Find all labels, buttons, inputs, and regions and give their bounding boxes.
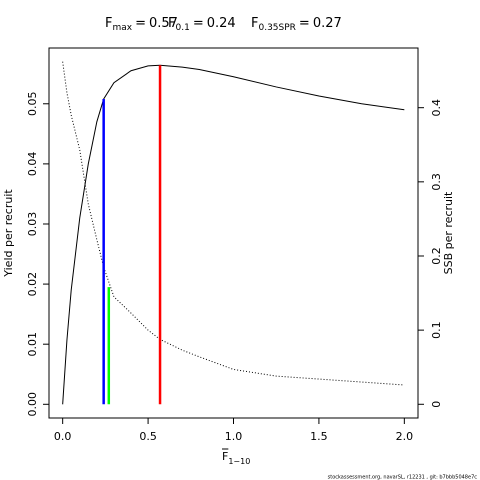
y-tick-label: 0.02 <box>26 272 39 297</box>
y2-tick-label: 0.3 <box>430 173 443 191</box>
x-tick-label: 0.5 <box>139 430 157 443</box>
x-label-subscript: 1−10 <box>228 457 250 466</box>
y-tick-label: 0.03 <box>26 212 39 237</box>
title-part: F0.1 = 0.24 <box>168 16 236 33</box>
x-tick-label: 1.5 <box>310 430 328 443</box>
title-part: F0.35SPR = 0.27 <box>251 16 342 33</box>
y-axis-label: Yield per recruit <box>2 189 15 278</box>
x-tick-label: 0.0 <box>54 430 72 443</box>
title-subscript: max <box>112 23 132 33</box>
y2-tick-label: 0.1 <box>430 321 443 339</box>
series-line <box>62 64 405 405</box>
title-value: 0.27 <box>313 16 342 31</box>
x-tick-label: 2.0 <box>396 430 414 443</box>
title-symbol: F <box>105 16 112 31</box>
x-label-symbol: F <box>222 450 228 463</box>
title-value: 0.24 <box>207 16 236 31</box>
x-tick-label: 1.0 <box>225 430 243 443</box>
title-sign: = <box>299 16 310 31</box>
y-tick-label: 0.04 <box>26 152 39 177</box>
title-subscript: 0.1 <box>175 23 189 33</box>
y-tick-label: 0.01 <box>26 332 39 357</box>
title-sign: = <box>135 16 146 31</box>
title-symbol: F <box>168 16 175 31</box>
footer: stockassessment.org, navarSL, r12231 , g… <box>328 475 478 480</box>
y2-tick-label: 0.2 <box>430 247 443 264</box>
title-part: Fmax = 0.57 <box>105 16 178 33</box>
y-tick-label: 0.05 <box>26 92 39 117</box>
x-axis-label: F1−10 <box>222 450 250 466</box>
title-subscript: 0.35SPR <box>258 23 295 33</box>
title-value: 0.57 <box>149 16 178 31</box>
title-sign: = <box>193 16 204 31</box>
series-line <box>62 61 405 386</box>
y2-axis-label: SSB per recruit <box>442 191 455 274</box>
y2-tick-label: 0.4 <box>430 99 443 117</box>
y2-tick-label: 0 <box>430 401 443 408</box>
title-symbol: F <box>251 16 258 31</box>
y-tick-label: 0.00 <box>26 392 39 417</box>
